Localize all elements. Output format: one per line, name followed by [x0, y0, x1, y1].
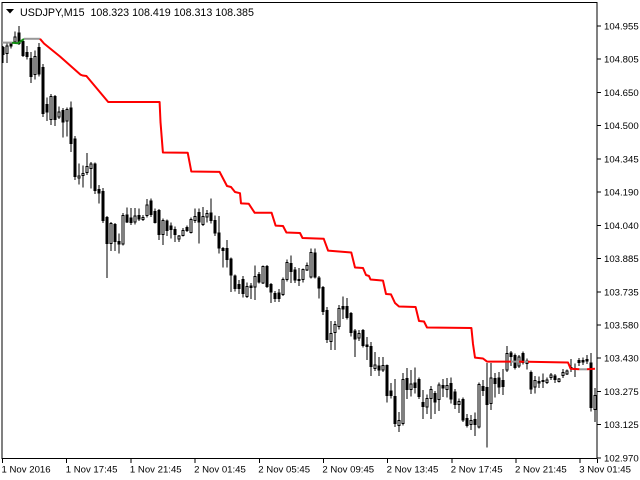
svg-text:103.885: 103.885 [604, 254, 639, 265]
svg-text:1 Nov 21:45: 1 Nov 21:45 [130, 465, 182, 476]
svg-text:104.805: 104.805 [604, 55, 639, 66]
svg-text:104.345: 104.345 [604, 154, 639, 165]
svg-text:2 Nov 01:45: 2 Nov 01:45 [194, 465, 246, 476]
svg-text:104.040: 104.040 [604, 221, 639, 232]
svg-text:1 Nov 17:45: 1 Nov 17:45 [66, 465, 118, 476]
svg-text:2 Nov 21:45: 2 Nov 21:45 [515, 465, 567, 476]
svg-text:103.125: 103.125 [604, 420, 639, 431]
svg-text:103.735: 103.735 [604, 287, 639, 298]
svg-text:2 Nov 13:45: 2 Nov 13:45 [387, 465, 439, 476]
svg-text:USDJPY,M15 108.323 108.419 10: USDJPY,M15 108.323 108.419 108.313 108.3… [20, 7, 254, 19]
svg-text:2 Nov 17:45: 2 Nov 17:45 [451, 465, 503, 476]
svg-text:104.955: 104.955 [604, 22, 639, 33]
svg-text:103.580: 103.580 [604, 321, 639, 332]
svg-text:103.430: 103.430 [604, 354, 639, 365]
svg-text:3 Nov 01:45: 3 Nov 01:45 [579, 465, 631, 476]
svg-text:102.970: 102.970 [604, 453, 639, 464]
svg-text:103.275: 103.275 [604, 387, 639, 398]
svg-text:104.500: 104.500 [604, 121, 639, 132]
svg-text:104.190: 104.190 [604, 188, 639, 199]
svg-text:1 Nov 2016: 1 Nov 2016 [2, 465, 51, 476]
svg-text:2 Nov 05:45: 2 Nov 05:45 [258, 465, 310, 476]
svg-text:104.650: 104.650 [604, 88, 639, 99]
svg-text:2 Nov 09:45: 2 Nov 09:45 [322, 465, 374, 476]
